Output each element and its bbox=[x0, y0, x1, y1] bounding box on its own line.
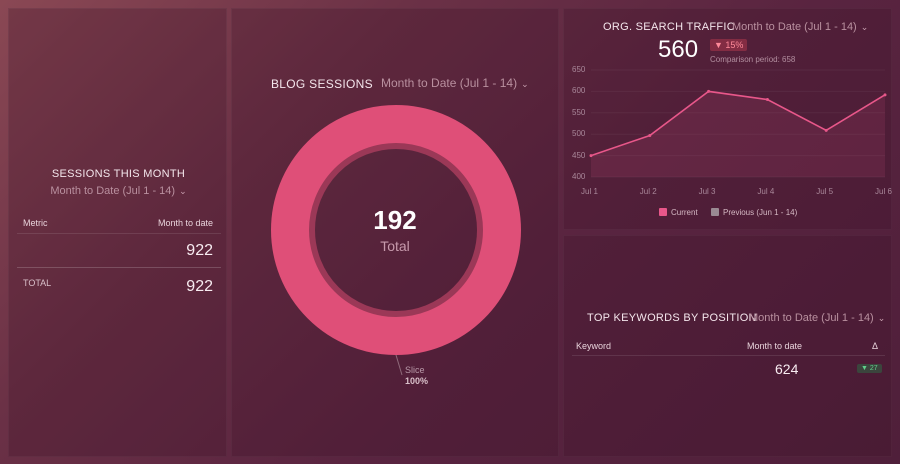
series-line bbox=[590, 90, 886, 157]
divider bbox=[17, 233, 221, 234]
period-label: Month to Date (Jul 1 - 14) bbox=[50, 185, 176, 197]
total-label: TOTAL bbox=[23, 278, 52, 288]
data-point[interactable] bbox=[589, 154, 593, 158]
legend-previous[interactable]: Previous (Jun 1 - 14) bbox=[711, 208, 797, 217]
keyword-value: 624 bbox=[775, 361, 799, 377]
legend-label: Current bbox=[671, 208, 698, 217]
change-badge: ▼ 15% bbox=[710, 39, 748, 51]
period-selector[interactable]: Month to Date (Jul 1 - 14) ⌄ bbox=[732, 21, 868, 33]
donut-inner-ring bbox=[309, 143, 483, 317]
donut-center-value: 192 bbox=[373, 205, 417, 235]
widget-title: SESSIONS THIS MONTH bbox=[51, 168, 186, 180]
top-keywords-widget: TOP KEYWORDS BY POSITION Month to Date (… bbox=[563, 235, 892, 457]
donut-center-label: Total bbox=[380, 238, 410, 254]
y-tick-label: 650 bbox=[572, 65, 586, 74]
x-tick-label: Jul 5 bbox=[816, 187, 834, 196]
x-tick-label: Jul 2 bbox=[639, 187, 657, 196]
period-label: Month to Date (Jul 1 - 14) bbox=[381, 76, 518, 90]
chevron-down-icon: ⌄ bbox=[860, 22, 869, 32]
line-chart bbox=[589, 69, 887, 178]
chevron-down-icon: ⌄ bbox=[179, 186, 187, 196]
data-point[interactable] bbox=[765, 98, 769, 102]
period-label: Month to Date (Jul 1 - 14) bbox=[732, 21, 857, 33]
column-header-month-to-date: Month to date bbox=[747, 341, 803, 351]
y-tick-label: 400 bbox=[572, 172, 586, 181]
data-point[interactable] bbox=[707, 89, 711, 93]
legend-current[interactable]: Current bbox=[659, 208, 698, 217]
comparison-text: Comparison period: 658 bbox=[710, 55, 796, 64]
column-header-keyword: Keyword bbox=[576, 341, 612, 351]
chevron-down-icon: ⌄ bbox=[521, 79, 529, 89]
org-search-traffic-widget: ORG. SEARCH TRAFFIC Month to Date (Jul 1… bbox=[563, 8, 892, 230]
slice-percent: 100% bbox=[405, 376, 429, 386]
legend-label: Previous (Jun 1 - 14) bbox=[723, 208, 798, 217]
blog-sessions-widget: BLOG SESSIONS Month to Date (Jul 1 - 14)… bbox=[231, 8, 559, 457]
y-tick-label: 600 bbox=[572, 86, 586, 96]
period-selector[interactable]: Month to Date (Jul 1 - 14) ⌄ bbox=[9, 185, 228, 197]
widget-title: TOP KEYWORDS BY POSITION bbox=[587, 312, 757, 324]
donut-slice[interactable] bbox=[271, 105, 521, 355]
row-value: 922 bbox=[186, 242, 213, 259]
y-tick-label: 500 bbox=[572, 129, 586, 139]
y-tick-label: 550 bbox=[572, 107, 586, 117]
checkbox-icon bbox=[711, 208, 719, 216]
x-tick-label: Jul 4 bbox=[757, 187, 775, 196]
chevron-down-icon: ⌄ bbox=[877, 313, 886, 323]
column-header-month-to-date: Month to date bbox=[157, 218, 213, 228]
period-selector[interactable]: Month to Date (Jul 1 - 14) ⌄ bbox=[381, 76, 529, 90]
donut-chart bbox=[271, 105, 521, 376]
checkbox-icon bbox=[659, 208, 667, 216]
x-tick-label: Jul 6 bbox=[875, 187, 892, 196]
x-tick-label: Jul 3 bbox=[698, 187, 716, 196]
primary-value: 560 bbox=[658, 36, 699, 63]
delta-badge: ▼ 27 bbox=[857, 364, 882, 373]
slice-label: Slice bbox=[405, 365, 425, 375]
total-value: 922 bbox=[186, 278, 213, 295]
data-point[interactable] bbox=[824, 128, 828, 132]
period-selector[interactable]: Month to Date (Jul 1 - 14) ⌄ bbox=[749, 312, 885, 324]
sessions-this-month-widget: SESSIONS THIS MONTH Month to Date (Jul 1… bbox=[8, 8, 227, 457]
column-header-metric: Metric bbox=[23, 218, 48, 228]
divider bbox=[572, 355, 885, 356]
x-tick-label: Jul 1 bbox=[581, 187, 598, 196]
data-point[interactable] bbox=[883, 93, 887, 97]
divider bbox=[17, 267, 221, 268]
data-point[interactable] bbox=[648, 133, 652, 137]
series-area bbox=[591, 91, 885, 177]
widget-title: ORG. SEARCH TRAFFIC bbox=[603, 21, 736, 33]
widget-title: BLOG SESSIONS bbox=[271, 77, 373, 91]
slice-leader-line bbox=[395, 354, 403, 376]
y-tick-label: 450 bbox=[572, 150, 586, 160]
period-label: Month to Date (Jul 1 - 14) bbox=[749, 312, 874, 324]
column-header-delta: Δ bbox=[871, 341, 878, 351]
